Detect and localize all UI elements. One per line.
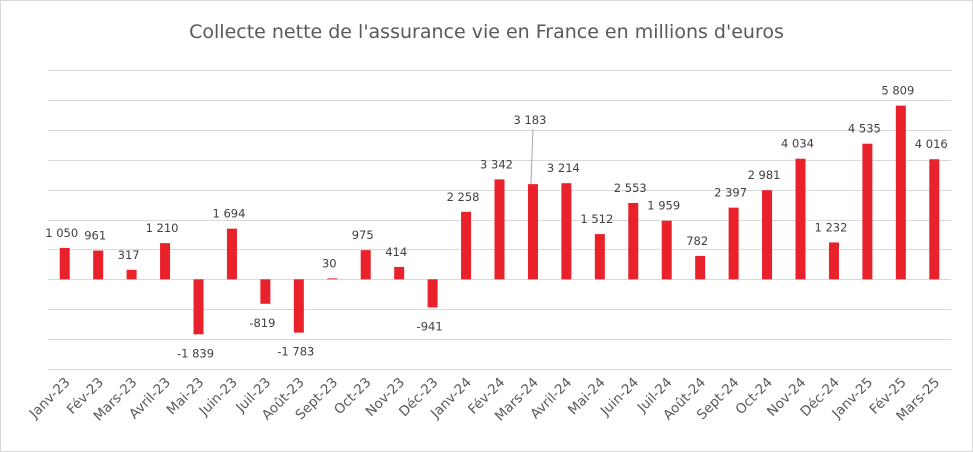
bar <box>661 220 672 280</box>
data-label: 1 512 <box>580 212 613 226</box>
data-label: 4 016 <box>915 137 948 151</box>
bar <box>594 234 605 280</box>
data-label: 1 050 <box>45 226 78 240</box>
bar <box>628 202 639 280</box>
data-label: 961 <box>84 229 106 243</box>
data-label: 782 <box>686 234 708 248</box>
bar <box>862 143 873 280</box>
data-label: 4 535 <box>848 122 881 136</box>
data-label: 2 397 <box>714 186 747 200</box>
bar <box>762 190 773 280</box>
data-label: 317 <box>118 248 140 262</box>
data-label: 3 342 <box>480 157 513 171</box>
data-label: -1 839 <box>177 346 214 360</box>
bar <box>461 211 472 280</box>
bar <box>260 279 271 304</box>
data-label: -941 <box>417 319 443 333</box>
bar <box>494 179 505 280</box>
bar <box>394 266 405 280</box>
data-label: -819 <box>249 316 275 330</box>
bar <box>293 279 304 333</box>
data-label: -1 783 <box>277 345 314 359</box>
bar <box>895 105 906 280</box>
data-label: 1 232 <box>814 220 847 234</box>
data-label: 414 <box>385 245 407 259</box>
bar <box>929 159 940 280</box>
x-tick-label: Janv-23 <box>26 375 74 423</box>
bar <box>160 243 171 280</box>
bar <box>59 247 70 280</box>
chart-title: Collecte nette de l'assurance vie en Fra… <box>189 21 784 43</box>
bar <box>828 242 839 280</box>
bar <box>527 184 538 280</box>
data-label: 3 183 <box>513 113 546 127</box>
bar <box>795 158 806 280</box>
data-label: 2 258 <box>447 190 480 204</box>
bar <box>126 269 137 280</box>
data-label: 5 809 <box>881 84 914 98</box>
data-label: 2 553 <box>614 181 647 195</box>
bar <box>93 250 104 280</box>
data-label: 975 <box>352 228 374 242</box>
bar <box>427 279 438 308</box>
bar <box>327 278 338 280</box>
data-label: 1 959 <box>647 199 680 213</box>
bar <box>695 255 706 280</box>
data-label: 2 981 <box>748 168 781 182</box>
data-label: 30 <box>322 256 337 270</box>
bar <box>728 207 739 280</box>
bar <box>561 183 572 280</box>
data-label: 1 694 <box>212 207 245 221</box>
data-label: 4 034 <box>781 137 814 151</box>
bar <box>226 228 237 280</box>
data-label-leader <box>530 129 534 185</box>
bar <box>360 250 371 280</box>
data-label: 1 210 <box>146 221 179 235</box>
bar <box>193 279 204 335</box>
data-label: 3 214 <box>547 161 580 175</box>
